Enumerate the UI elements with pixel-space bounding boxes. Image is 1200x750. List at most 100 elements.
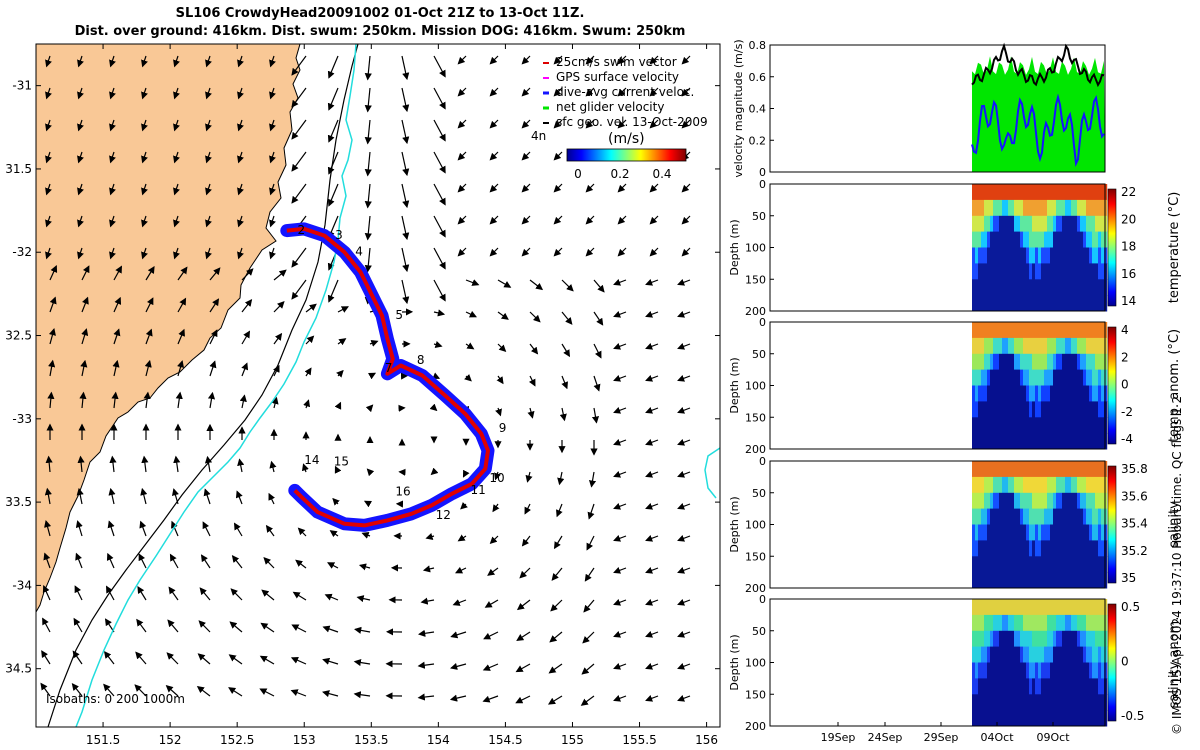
heatmap-cell [1089, 433, 1093, 450]
velocity-arrow [334, 401, 342, 410]
heatmap-cell [996, 710, 1000, 727]
heatmap-cell [1053, 524, 1057, 541]
heatmap-cell [1068, 694, 1072, 711]
heatmap-cell [1014, 646, 1018, 663]
velocity-arrow [418, 629, 435, 637]
heatmap-cell [1029, 263, 1033, 280]
heatmap-cell [1044, 710, 1048, 727]
heatmap-cell [1029, 401, 1033, 418]
heatmap-cell [1101, 385, 1105, 402]
heatmap-cell [1062, 540, 1066, 557]
heatmap-cell [1089, 630, 1093, 648]
heatmap-cell [1023, 492, 1027, 510]
velocity-arrow [291, 183, 307, 204]
colorbar-tick: 35.6 [1121, 489, 1148, 503]
heatmap-cell [1080, 572, 1084, 589]
heatmap-cell [1074, 662, 1078, 679]
heatmap-cell [984, 353, 988, 371]
heatmap-cell [1083, 694, 1087, 711]
heatmap-cell [999, 215, 1003, 233]
heatmap-cell [1008, 461, 1012, 478]
heatmap-cell [999, 461, 1003, 478]
velocity-arrow [489, 183, 499, 193]
heatmap-cell [1017, 353, 1021, 371]
velocity-arrow [45, 151, 52, 164]
heatmap-cell [1092, 694, 1096, 711]
heatmap-cell [1095, 630, 1099, 648]
velocity-arrow [237, 215, 244, 228]
heatmap-cell [1071, 492, 1075, 510]
velocity-arrow [430, 467, 439, 476]
heatmap-cell [1014, 694, 1018, 711]
heatmap-cell [1035, 678, 1039, 695]
heatmap-cell [999, 556, 1003, 573]
heatmap-cell [1017, 614, 1021, 632]
heatmap-cell [1023, 433, 1027, 450]
velocity-arrow [420, 597, 435, 605]
heatmap-cell [1002, 417, 1006, 434]
heatmap-cell [987, 247, 991, 264]
heatmap-cell [1074, 492, 1078, 510]
heatmap-cell [1065, 279, 1069, 296]
heatmap-cell [1032, 184, 1036, 201]
heatmap-cell [1059, 599, 1063, 616]
heatmap-cell [1011, 508, 1015, 525]
heatmap-cell [990, 369, 994, 386]
heatmap-cell [1041, 199, 1045, 217]
velocity-arrow [553, 183, 563, 193]
heatmap-cell [1005, 646, 1009, 663]
heatmap-cell [1017, 556, 1021, 573]
heatmap-cell [999, 385, 1003, 402]
heatmap-cell [1092, 369, 1096, 386]
velocity-arrow [173, 151, 180, 164]
velocity-arrow [103, 683, 115, 697]
heatmap-cell [1026, 524, 1030, 541]
heatmap-cell [1026, 322, 1030, 339]
velocity-arrow [586, 535, 595, 551]
heatmap-cell [975, 710, 979, 727]
heatmap-cell [1092, 199, 1096, 217]
heatmap-cell [990, 630, 994, 648]
velocity-arrow [145, 265, 155, 281]
heatmap-cell [1029, 353, 1033, 371]
heatmap-cell [1005, 572, 1009, 589]
heatmap-cell [987, 215, 991, 233]
velocity-arrow [553, 535, 563, 550]
heatmap-cell [1068, 401, 1072, 418]
heatmap-cell [1005, 710, 1009, 727]
velocity-arrow [259, 688, 275, 697]
heatmap-cell [1086, 662, 1090, 679]
velocity-arrow [205, 247, 212, 260]
heatmap-cell [1077, 492, 1081, 510]
velocity-arrow [205, 119, 212, 132]
heatmap-cell [1044, 279, 1048, 296]
heatmap-cell [1065, 540, 1069, 557]
colorbar-tick-0: 0 [574, 167, 582, 181]
heatmap-cell [990, 662, 994, 679]
heatmap-cell [996, 417, 1000, 434]
colorbar-tick: 0.5 [1121, 600, 1140, 614]
velocity-arrow [141, 455, 149, 473]
heatmap-cell [1038, 630, 1042, 648]
velocity-arrow [79, 391, 87, 409]
heatmap-cell [981, 433, 985, 450]
heatmap-cell [999, 599, 1003, 616]
heatmap-cell [1023, 184, 1027, 201]
heatmap-cell [1068, 385, 1072, 402]
panel-y-tick: 200 [745, 720, 766, 733]
heatmap-cell [1080, 401, 1084, 418]
heatmap-cell [1014, 461, 1018, 478]
heatmap-cell [1059, 417, 1063, 434]
velocity-arrow [107, 520, 115, 537]
heatmap-cell [1044, 215, 1048, 233]
heatmap-cell [987, 184, 991, 201]
velocity-arrow [237, 55, 244, 68]
heatmap-cell [1032, 614, 1036, 632]
heatmap-cell [1002, 433, 1006, 450]
map-x-tick-7: 155 [561, 733, 584, 747]
heatmap-cell [1104, 337, 1108, 355]
heatmap-cell [1029, 184, 1033, 201]
heatmap-cell [975, 694, 979, 711]
heatmap-cell [984, 247, 988, 264]
heatmap-cell [1002, 662, 1006, 679]
